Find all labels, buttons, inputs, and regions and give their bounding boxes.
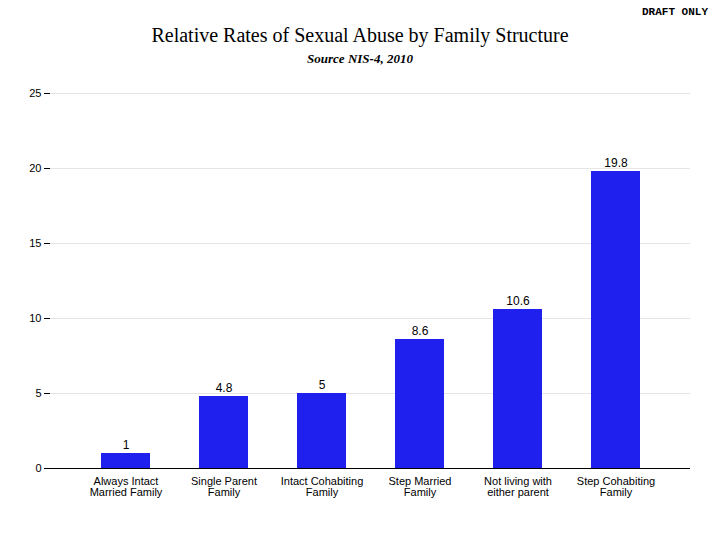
svg-text:Always IntactMarried Family: Always IntactMarried Family	[90, 475, 163, 498]
svg-text:5: 5	[35, 387, 41, 399]
svg-text:1: 1	[123, 438, 130, 452]
html-text:Relative Rates of Sexual Abuse: Relative Rates of Sexual Abuse by Family…	[151, 24, 569, 46]
html-text:Source NIS-4, 2010: Source NIS-4, 2010	[307, 51, 413, 66]
svg-text:25: 25	[29, 87, 41, 99]
svg-text:20: 20	[29, 162, 41, 174]
svg-text:10: 10	[29, 312, 41, 324]
svg-text:Not living witheither parent: Not living witheither parent	[484, 475, 552, 498]
svg-text:8.6: 8.6	[412, 324, 429, 338]
svg-text:Single ParentFamily: Single ParentFamily	[191, 475, 257, 498]
html-text:DRAFT ONLY: DRAFT ONLY	[642, 6, 708, 18]
svg-text:Intact CohabitingFamily: Intact CohabitingFamily	[281, 475, 364, 498]
svg-text:15: 15	[29, 237, 41, 249]
svg-text:4.8: 4.8	[216, 381, 233, 395]
svg-text:Step CohabitingFamily: Step CohabitingFamily	[577, 475, 655, 498]
svg-text:0: 0	[35, 462, 41, 474]
svg-text:5: 5	[319, 378, 326, 392]
svg-text:10.6: 10.6	[506, 294, 530, 308]
svg-text:19.8: 19.8	[604, 156, 628, 170]
svg-text:Step MarriedFamily: Step MarriedFamily	[389, 475, 452, 498]
